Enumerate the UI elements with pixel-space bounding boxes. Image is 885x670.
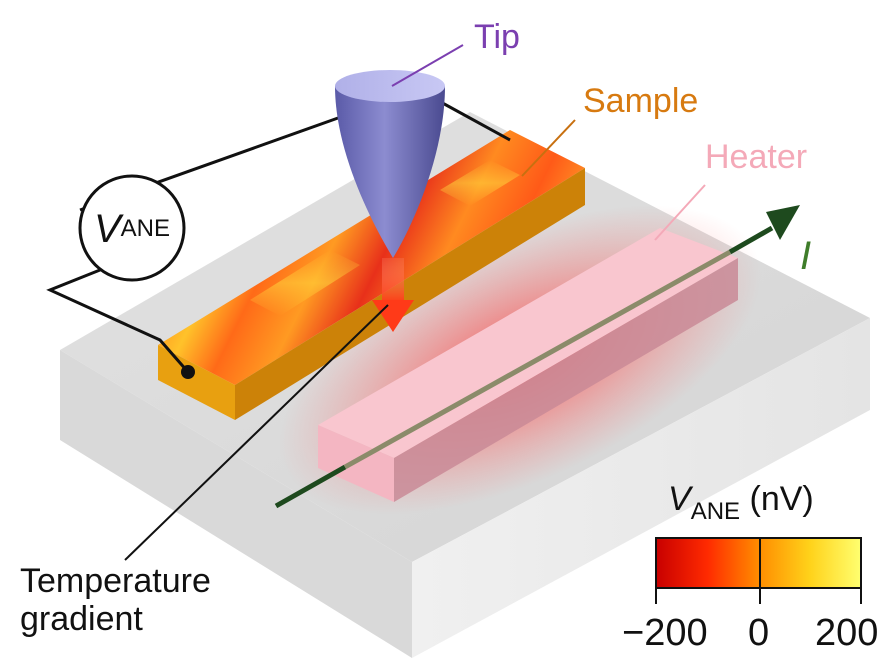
sample-label: Sample bbox=[583, 82, 699, 120]
temperature-gradient-arrow bbox=[372, 258, 414, 332]
colorbar-title-unit: (nV) bbox=[749, 480, 814, 518]
current-line-back bbox=[728, 225, 774, 255]
voltmeter-symbol: V bbox=[93, 206, 121, 251]
sample-leader bbox=[521, 119, 576, 177]
colorbar-gradient bbox=[655, 537, 862, 589]
current-label: I bbox=[800, 234, 812, 278]
colorbar-title-subscript: ANE bbox=[690, 498, 741, 525]
gradient-leader bbox=[124, 304, 389, 561]
current-line-front bbox=[274, 464, 347, 509]
tip-leader bbox=[391, 44, 464, 87]
colorbar-tick-label-min: −200 bbox=[622, 612, 708, 654]
gradient-arrow-head bbox=[372, 300, 414, 332]
wire-top-right bbox=[436, 98, 511, 142]
sample-front-face bbox=[158, 345, 235, 420]
sample-streak-2 bbox=[440, 160, 520, 206]
tip-body bbox=[335, 86, 445, 258]
sample-side-face bbox=[235, 168, 585, 420]
substrate-left-face bbox=[60, 350, 412, 658]
colorbar-tick-label-max: 200 bbox=[815, 612, 879, 654]
current-arrowhead bbox=[766, 205, 800, 240]
gradient-arrow-shaft bbox=[382, 258, 404, 302]
wire-bottom bbox=[46, 266, 190, 373]
colorbar-title: VANE (nV) bbox=[668, 480, 814, 526]
substrate-right-face bbox=[412, 318, 870, 658]
colorbar-tick-label-zero: 0 bbox=[748, 612, 770, 654]
sample-bar bbox=[158, 130, 585, 420]
temperature-gradient-label: Temperature gradient bbox=[20, 562, 211, 638]
temperature-gradient-line-2: gradient bbox=[20, 600, 143, 638]
colorbar bbox=[655, 537, 862, 604]
heater-label: Heater bbox=[705, 138, 808, 176]
colorbar-title-symbol: V bbox=[668, 480, 691, 518]
tip bbox=[335, 70, 445, 258]
voltmeter-label: V ANE bbox=[76, 188, 188, 270]
voltmeter-subscript: ANE bbox=[120, 215, 171, 242]
heater-top-face bbox=[318, 228, 738, 458]
temperature-gradient-line-1: Temperature bbox=[20, 562, 211, 600]
heater-leader bbox=[654, 184, 706, 241]
current-line-on-heater bbox=[343, 249, 732, 470]
current-arrow bbox=[274, 205, 800, 509]
tip-label: Tip bbox=[474, 18, 520, 56]
sample-contact-dot bbox=[181, 365, 195, 379]
voltmeter-circle bbox=[78, 174, 186, 282]
sample-streak bbox=[250, 250, 360, 316]
heater-side-face bbox=[394, 258, 738, 502]
tip-top bbox=[335, 70, 445, 102]
